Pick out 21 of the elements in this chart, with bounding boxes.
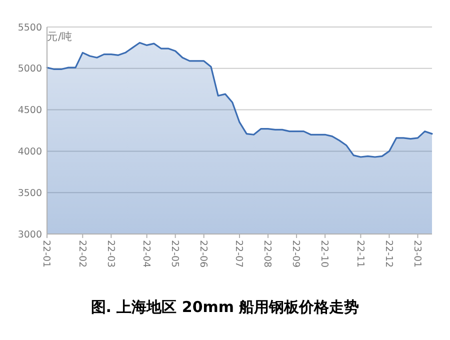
x-tick-label: 22-01 [40,240,52,268]
text: 图. 上海地区 20mm 船用钢板价格走势 [90,298,360,316]
y-tick-label: 3000 [18,229,42,240]
y-tick-label: 5000 [18,64,42,75]
x-tick-label: 22-08 [262,240,273,268]
x-tick-label: 22-04 [140,240,152,268]
x-tick-label: 22-06 [198,240,209,268]
y-axis-title: 元/吨 [47,30,73,43]
x-tick-label: 22-05 [169,240,180,268]
x-tick-label: 22-07 [233,240,244,268]
y-tick-label: 4500 [18,105,42,116]
y-tick-label: 5500 [18,22,42,34]
x-tick-label: 22-03 [104,240,116,268]
x-tick-label: 22-12 [382,240,394,268]
y-tick-label: 4000 [18,146,42,158]
x-tick-label: 22-11 [354,240,366,268]
y-tick-label: 3500 [18,188,42,199]
x-tick-label: 23-01 [411,240,422,268]
x-tick-label: 22-09 [290,240,302,268]
x-tick-label: 22-02 [76,240,88,268]
x-tick-label: 22-10 [318,240,330,268]
